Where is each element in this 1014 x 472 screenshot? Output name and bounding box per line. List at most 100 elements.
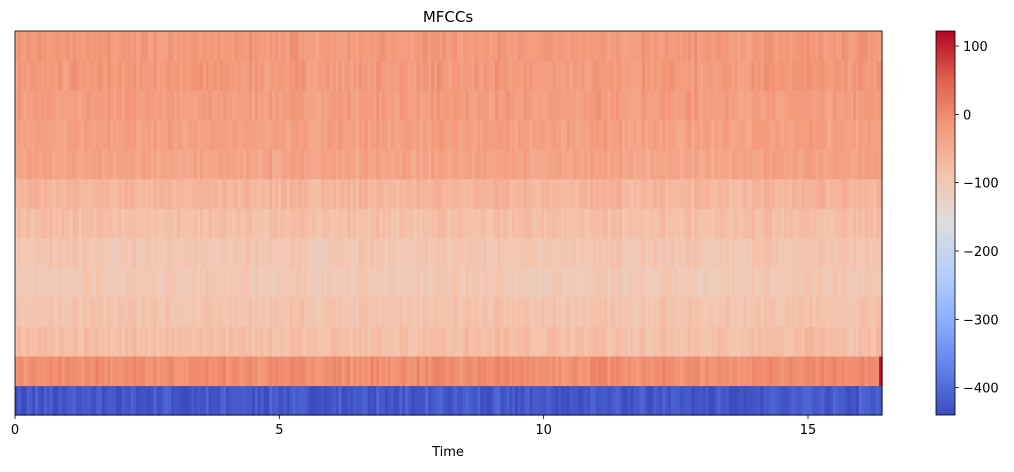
heatmap-cell (526, 31, 531, 62)
heatmap-cell (275, 178, 279, 209)
heatmap-cell (58, 296, 62, 327)
heatmap-cell (64, 60, 68, 91)
heatmap-cell (471, 149, 476, 180)
heatmap-cell (410, 296, 415, 327)
heatmap-cell (879, 31, 883, 62)
heatmap-cell (780, 60, 785, 91)
heatmap-cell (552, 296, 557, 327)
heatmap-cell (558, 267, 562, 298)
heatmap-cell (451, 60, 455, 91)
heatmap-cell (743, 178, 747, 209)
heatmap-cell (737, 178, 741, 209)
heatmap-cell (827, 237, 831, 268)
heatmap-cell (168, 90, 172, 121)
heatmap-cell (306, 267, 311, 298)
heatmap-cell (624, 385, 629, 416)
heatmap-cell (292, 385, 296, 416)
heatmap-cell (486, 149, 490, 180)
heatmap-cell (500, 31, 505, 62)
heatmap-cell (309, 90, 314, 121)
heatmap-cell (593, 355, 597, 387)
heatmap-cell (642, 31, 646, 62)
heatmap-cell (396, 178, 400, 209)
heatmap-cell (379, 208, 383, 239)
heatmap-cell (801, 90, 805, 121)
heatmap-cell (405, 178, 409, 209)
heatmap-cell (483, 355, 487, 387)
heatmap-cell (457, 326, 461, 357)
heatmap-cell (309, 326, 314, 357)
heatmap-cell (500, 296, 505, 327)
heatmap-cell (413, 149, 418, 180)
heatmap-cell (147, 178, 152, 209)
heatmap-cell (280, 31, 285, 62)
heatmap-cell (777, 178, 782, 209)
heatmap-cell (419, 90, 424, 121)
heatmap-cell (662, 90, 666, 121)
heatmap-cell (616, 296, 620, 327)
heatmap-cell (699, 237, 704, 268)
heatmap-cell (127, 267, 132, 298)
heatmap-cell (457, 119, 461, 150)
heatmap-cell (150, 296, 155, 327)
heatmap-cell (821, 119, 825, 150)
heatmap-cell (304, 119, 308, 150)
heatmap-cell (312, 267, 317, 298)
heatmap-cell (402, 355, 406, 387)
heatmap-cell (711, 149, 715, 180)
heatmap-cell (786, 178, 791, 209)
heatmap-cell (864, 296, 869, 327)
heatmap-cell (587, 60, 591, 91)
heatmap-cell (665, 385, 669, 416)
heatmap-cell (145, 149, 149, 180)
heatmap-cell (506, 60, 510, 91)
heatmap-cell (431, 90, 435, 121)
heatmap-cell (873, 90, 877, 121)
heatmap-cell (543, 90, 548, 121)
heatmap-cell (107, 90, 111, 121)
heatmap-cell (682, 178, 687, 209)
heatmap-cell (332, 208, 337, 239)
heatmap-cell (838, 296, 843, 327)
heatmap-cell (803, 90, 808, 121)
heatmap-cell (838, 119, 843, 150)
heatmap-cell (387, 60, 392, 91)
heatmap-cell (749, 237, 753, 268)
heatmap-cell (529, 355, 533, 387)
heatmap-cell (173, 60, 178, 91)
heatmap-cell (399, 119, 403, 150)
heatmap-cell (260, 31, 265, 62)
heatmap-cell (382, 326, 386, 357)
heatmap-cell (277, 296, 282, 327)
heatmap-cell (488, 355, 493, 387)
heatmap-cell (775, 355, 779, 387)
heatmap-cell (150, 119, 155, 150)
heatmap-cell (413, 326, 418, 357)
heatmap-cell (815, 119, 820, 150)
heatmap-cell (413, 60, 418, 91)
heatmap-cell (364, 296, 369, 327)
heatmap-cell (725, 119, 730, 150)
heatmap-cell (32, 296, 36, 327)
heatmap-cell (228, 237, 233, 268)
heatmap-cell (422, 178, 426, 209)
heatmap-cell (711, 355, 715, 387)
heatmap-cell (832, 355, 837, 387)
heatmap-cell (240, 296, 244, 327)
heatmap-cell (133, 296, 137, 327)
heatmap-cell (364, 237, 369, 268)
heatmap-cell (110, 296, 114, 327)
heatmap-cell (211, 178, 216, 209)
heatmap-cell (295, 60, 299, 91)
heatmap-cell (824, 326, 828, 357)
heatmap-cell (465, 90, 470, 121)
heatmap-cell (90, 31, 94, 62)
heatmap-cell (844, 31, 848, 62)
heatmap-cell (263, 208, 268, 239)
heatmap-cell (95, 178, 100, 209)
heatmap-cell (673, 60, 678, 91)
heatmap-cell (356, 90, 360, 121)
heatmap-cell (220, 237, 224, 268)
heatmap-cell (517, 326, 522, 357)
heatmap-cell (147, 60, 152, 91)
